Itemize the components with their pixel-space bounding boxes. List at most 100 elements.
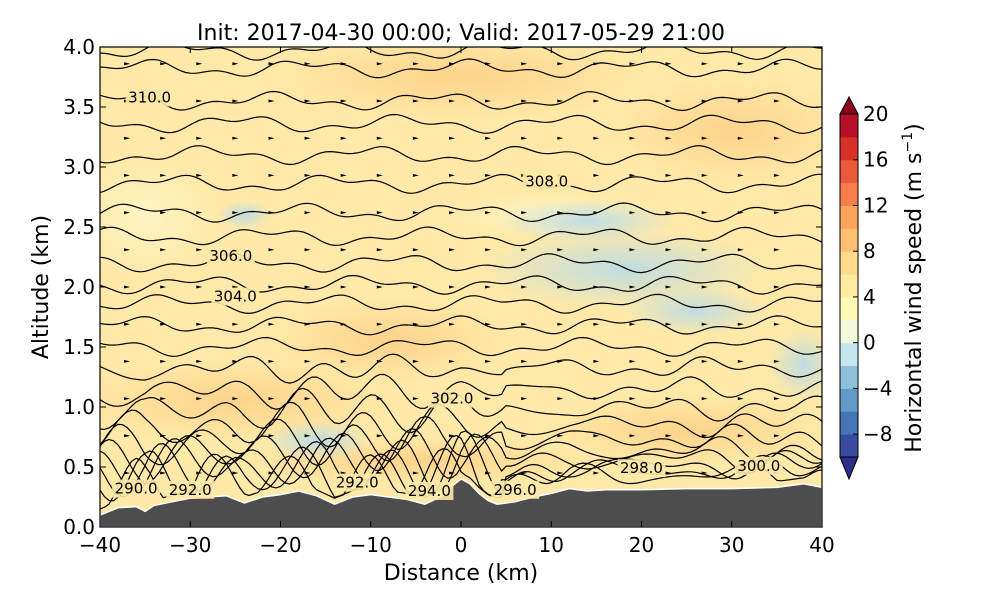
wind-arrow	[701, 471, 708, 475]
wind-arrow	[521, 471, 528, 475]
wind-arrow	[268, 322, 275, 326]
wind-arrow	[521, 248, 528, 252]
wind-arrow	[773, 359, 780, 363]
wind-arrow	[701, 62, 708, 66]
colorbar-tick-label: 4	[863, 285, 876, 309]
wind-arrow	[593, 99, 600, 103]
wind-arrow	[196, 471, 203, 475]
wind-arrow	[304, 397, 311, 401]
colorbar-frame	[839, 113, 859, 458]
y-tick-label: 3.0	[63, 155, 95, 179]
wind-arrow	[376, 359, 383, 363]
wind-arrow	[160, 136, 167, 140]
colorbar-label-exponent: −1	[900, 132, 916, 153]
wind-arrow	[340, 248, 347, 252]
isentrope-line	[100, 373, 822, 410]
wind-arrow	[773, 434, 780, 438]
colorbar-segment	[840, 228, 858, 252]
isentrope-contours	[100, 47, 822, 510]
wind-arrow	[340, 359, 347, 363]
wind-arrow	[773, 322, 780, 326]
wind-arrow	[485, 99, 492, 103]
colorbar-segment	[840, 182, 858, 206]
wind-arrow	[376, 397, 383, 401]
wind-arrow	[160, 173, 167, 177]
y-axis-label: Altitude (km)	[29, 215, 54, 359]
wind-arrow	[593, 397, 600, 401]
wind-arrow	[521, 99, 528, 103]
wind-arrow	[629, 173, 636, 177]
wind-arrow	[412, 173, 419, 177]
colorbar-segment	[840, 114, 858, 138]
wind-arrow	[593, 434, 600, 438]
wind-arrow	[196, 322, 203, 326]
wind-arrow	[448, 359, 455, 363]
wind-arrow	[665, 434, 672, 438]
wind-arrow	[448, 136, 455, 140]
wind-arrow	[412, 434, 419, 438]
wind-arrow	[124, 173, 131, 177]
wind-arrow	[737, 248, 744, 252]
colorbar-tick-label: −8	[863, 422, 892, 446]
wind-arrow	[737, 434, 744, 438]
wind-arrow	[521, 211, 528, 215]
wind-arrow	[412, 99, 419, 103]
wind-arrow	[304, 285, 311, 289]
wind-arrow	[701, 434, 708, 438]
wind-arrow	[593, 471, 600, 475]
wind-arrow	[196, 136, 203, 140]
wind-arrow	[737, 322, 744, 326]
wind-arrow	[124, 285, 131, 289]
contour-label-bg	[112, 479, 161, 498]
wind-arrow	[448, 62, 455, 66]
wind-arrow	[160, 359, 167, 363]
contour-label: 304.0	[214, 288, 257, 306]
wind-arrow	[665, 322, 672, 326]
y-tick-label: 3.5	[63, 95, 95, 119]
wind-arrow	[737, 285, 744, 289]
x-tick-label: 30	[719, 533, 744, 557]
wind-arrow	[196, 211, 203, 215]
wind-arrow	[629, 434, 636, 438]
wind-arrow	[232, 173, 239, 177]
wind-arrow	[232, 211, 239, 215]
wind-arrow	[268, 285, 275, 289]
wind-arrow	[196, 248, 203, 252]
colorbar-tick-label: 8	[863, 239, 876, 263]
wind-arrow	[629, 136, 636, 140]
wind-arrow	[701, 322, 708, 326]
wind-arrow	[124, 471, 131, 475]
wind-arrow	[629, 359, 636, 363]
contour-label-bg	[491, 480, 540, 499]
contour-label: 310.0	[128, 88, 171, 106]
wind-arrow	[665, 173, 672, 177]
wind-arrow	[160, 285, 167, 289]
wind-arrow	[268, 359, 275, 363]
wind-arrow	[376, 173, 383, 177]
wind-arrow	[737, 397, 744, 401]
y-tick-label: 0.0	[63, 515, 95, 539]
wind-speed-patch	[100, 155, 218, 275]
wind-arrow	[485, 62, 492, 66]
wind-arrow	[448, 285, 455, 289]
wind-arrow	[232, 322, 239, 326]
contour-label: 298.0	[620, 459, 663, 477]
wind-arrow	[593, 62, 600, 66]
wind-arrow	[521, 322, 528, 326]
wind-arrow	[124, 136, 131, 140]
colorbar-segment	[840, 296, 858, 321]
wind-arrow	[160, 211, 167, 215]
wind-speed-patch	[542, 395, 822, 467]
wind-arrow	[701, 397, 708, 401]
contour-label-bg	[206, 246, 255, 265]
colorbar-extend-min	[839, 456, 859, 481]
x-tick-label: −40	[79, 533, 121, 557]
contour-label-bg	[734, 456, 783, 475]
wind-arrow	[412, 322, 419, 326]
y-tick-label: 2.0	[63, 275, 95, 299]
wind-arrow	[593, 285, 600, 289]
wind-arrow	[448, 211, 455, 215]
isentrope-line	[100, 430, 822, 499]
x-axis: −40 −30 −20 −10 0 10 20 30 40	[79, 47, 835, 557]
wind-arrow	[557, 285, 564, 289]
